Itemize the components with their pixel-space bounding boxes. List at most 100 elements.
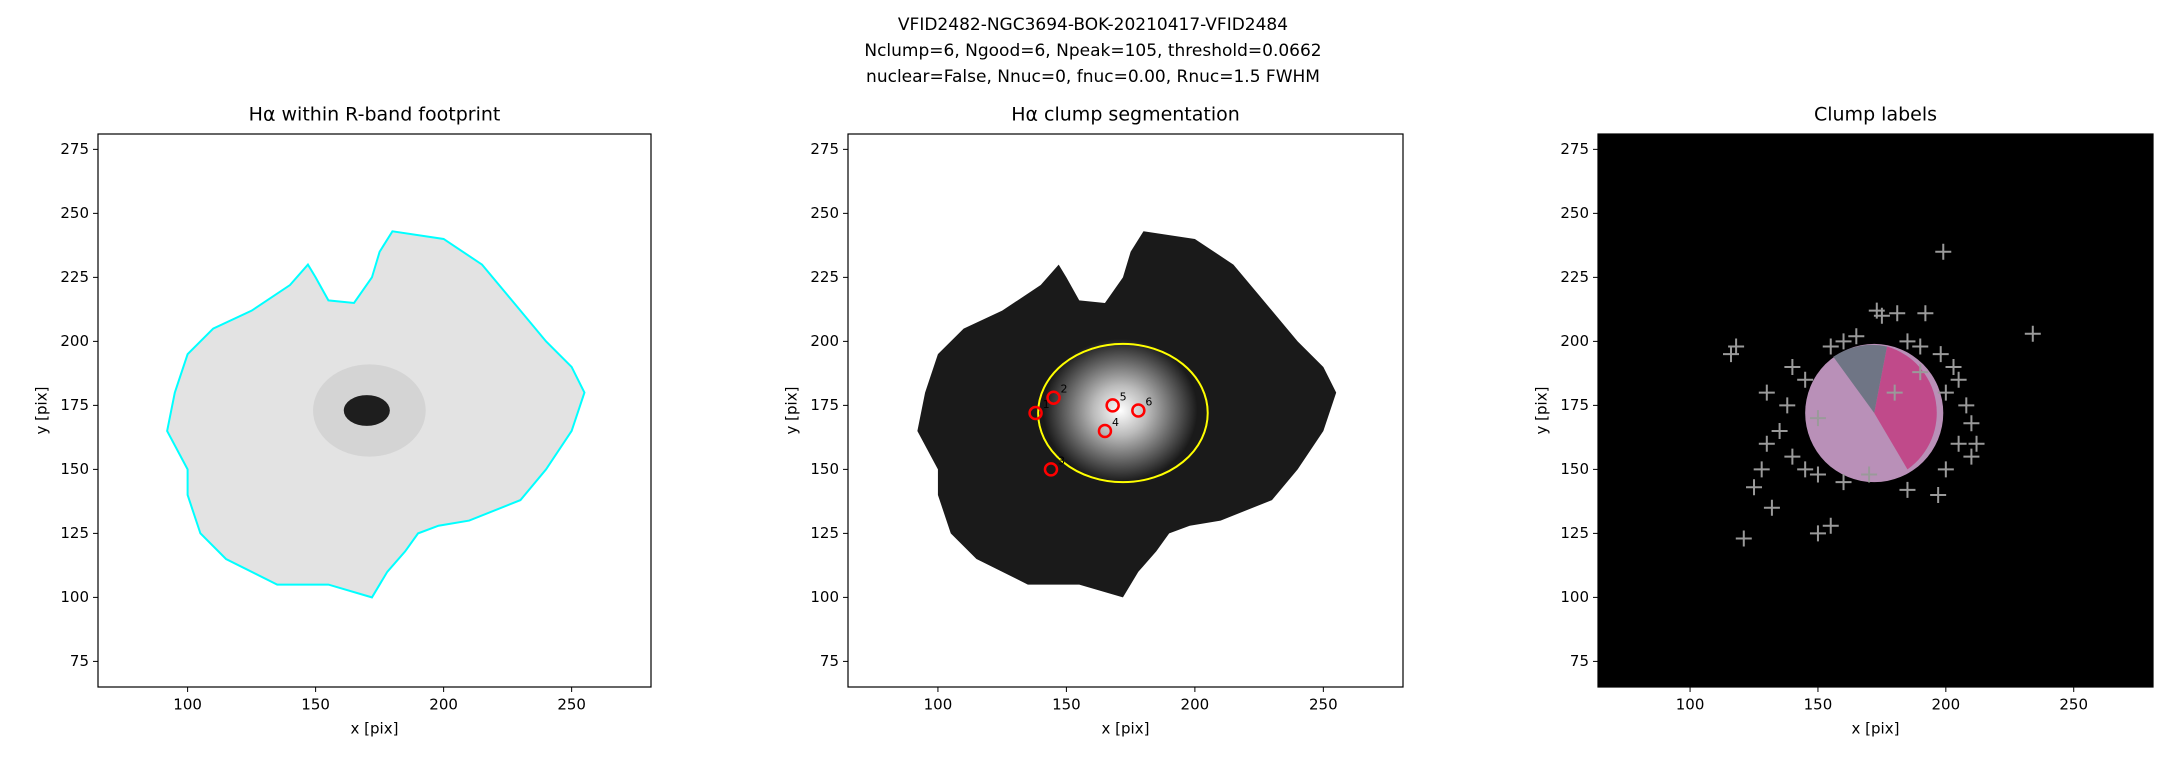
y-tick-label: 250	[60, 204, 89, 222]
peak-marker	[1937, 384, 1954, 401]
clump-label: 5	[1120, 390, 1127, 403]
y-tick-label: 100	[1560, 588, 1589, 606]
figure-title: nuclear=False, Nnuc=0, fnuc=0.00, Rnuc=1…	[866, 67, 1320, 87]
y-tick-label: 150	[1560, 460, 1589, 478]
peak-marker	[1889, 305, 1906, 322]
y-tick-label: 225	[810, 268, 839, 286]
core	[343, 395, 390, 426]
peak-marker	[1835, 474, 1852, 491]
peak-marker	[1932, 346, 1949, 363]
peak-marker	[1912, 338, 1929, 355]
y-tick-label: 150	[60, 460, 89, 478]
x-tick-label: 100	[173, 696, 202, 714]
x-tick-label: 150	[1804, 696, 1833, 714]
peak-marker	[1937, 461, 1954, 478]
y-tick-label: 200	[810, 332, 839, 350]
peak-marker	[1746, 479, 1763, 496]
x-tick-label: 150	[301, 696, 330, 714]
peak-marker	[1950, 371, 1967, 388]
x-tick-label: 150	[1052, 696, 1081, 714]
x-tick-label: 200	[1932, 696, 1961, 714]
x-tick-label: 200	[1181, 696, 1210, 714]
y-tick-label: 275	[60, 140, 89, 158]
peak-marker	[1728, 338, 1745, 355]
y-tick-label: 275	[810, 140, 839, 158]
peak-marker	[2024, 325, 2041, 342]
x-axis-label: x [pix]	[1852, 720, 1900, 738]
y-tick-label: 250	[810, 204, 839, 222]
panel: 12 3 45 6	[848, 134, 1403, 687]
axes-title: Hα within R-band footprint	[249, 104, 501, 126]
peak-marker	[1771, 422, 1788, 439]
core	[1043, 338, 1198, 483]
y-tick-label: 225	[1560, 268, 1589, 286]
peak-marker	[1784, 448, 1801, 465]
image	[167, 231, 584, 597]
y-tick-label: 175	[810, 396, 839, 414]
y-tick-label: 225	[60, 268, 89, 286]
peak-marker	[1873, 307, 1890, 324]
y-axis-label: y [pix]	[1533, 387, 1551, 435]
figure-title: VFID2482-NGC3694-BOK-20210417-VFID2484	[898, 15, 1288, 35]
y-tick-label: 125	[1560, 524, 1589, 542]
peak-marker	[1945, 358, 1962, 375]
axes-frame	[1597, 133, 2154, 688]
segment	[1833, 344, 1888, 414]
peak-marker	[1758, 384, 1775, 401]
peak-marker	[1797, 371, 1814, 388]
clump-label: 2	[1061, 383, 1068, 396]
x-tick-label: 250	[2059, 696, 2088, 714]
peak-marker	[1963, 448, 1980, 465]
peak-marker	[1763, 499, 1780, 516]
peak-marker	[1950, 435, 1967, 452]
axes-title: Hα clump segmentation	[1011, 104, 1240, 126]
y-tick-label: 100	[810, 588, 839, 606]
panel	[98, 134, 651, 687]
y-tick-label: 200	[1560, 332, 1589, 350]
y-tick-label: 100	[60, 588, 89, 606]
y-tick-label: 175	[60, 396, 89, 414]
peak-marker	[1784, 358, 1801, 375]
peak-marker	[1886, 384, 1903, 401]
peak-marker	[1912, 364, 1929, 381]
clump-marker	[1105, 398, 1120, 413]
clump-contour	[1038, 344, 1208, 482]
y-tick-label: 125	[810, 524, 839, 542]
x-tick-label: 100	[924, 696, 953, 714]
clump-marker	[1131, 403, 1146, 418]
clump-marker	[1028, 405, 1043, 421]
clump-label: 3	[1058, 454, 1065, 467]
peak-marker	[1779, 397, 1796, 414]
peak-marker	[1963, 415, 1980, 432]
y-tick-label: 175	[1560, 396, 1589, 414]
axes-title: Clump labels	[1814, 104, 1937, 126]
clump-label: 4	[1112, 416, 1119, 429]
peak-marker	[1797, 461, 1814, 478]
peak-marker	[1822, 517, 1839, 534]
peak-marker	[1935, 243, 1952, 260]
y-tick-label: 75	[70, 652, 89, 670]
clump-marker	[1046, 390, 1061, 405]
peak-marker	[1861, 466, 1878, 483]
x-tick-label: 200	[429, 696, 458, 714]
y-tick-label: 75	[1570, 652, 1589, 670]
peak-marker	[1822, 338, 1839, 355]
y-tick-label: 75	[820, 652, 839, 670]
x-tick-label: 100	[1676, 696, 1705, 714]
peak-marker	[1809, 410, 1826, 427]
axes-frame	[97, 133, 652, 688]
x-axis-label: x [pix]	[1102, 720, 1150, 738]
x-tick-label: 250	[1309, 696, 1338, 714]
y-axis-label: y [pix]	[783, 387, 801, 435]
peak-marker	[1930, 486, 1947, 503]
clump-label: 6	[1145, 396, 1152, 409]
image	[917, 231, 1337, 598]
peak-marker	[1835, 333, 1852, 350]
peak-marker	[1899, 333, 1916, 350]
peak-marker	[1848, 328, 1865, 345]
y-axis-label: y [pix]	[33, 387, 51, 435]
axes-frame	[847, 133, 1404, 688]
y-tick-label: 125	[60, 524, 89, 542]
panel	[1598, 134, 2153, 687]
